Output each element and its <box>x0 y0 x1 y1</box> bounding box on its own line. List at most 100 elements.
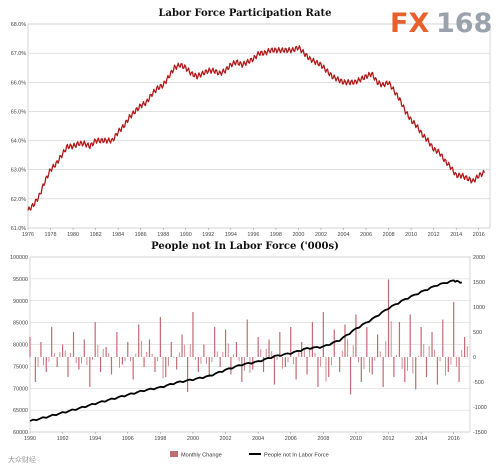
y-tick-label-left: 65000 <box>13 408 28 414</box>
x-tick-label: 1996 <box>122 436 134 442</box>
bar-monthly-change <box>295 357 297 380</box>
bar-monthly-change <box>203 344 205 357</box>
fx168-logo: FX 168 <box>390 8 492 39</box>
bar-monthly-change <box>453 302 455 357</box>
bar-monthly-change <box>371 357 373 375</box>
watermark-text: 大众财经 <box>8 455 36 464</box>
bar-monthly-change <box>29 337 31 357</box>
bar-monthly-change <box>358 357 360 363</box>
bar-monthly-change <box>162 357 164 379</box>
legend-label-not-in-labor-force: People not In Labor Force <box>264 453 329 459</box>
series-line-participation-rate <box>27 45 485 211</box>
bar-monthly-change <box>360 357 362 382</box>
bar-monthly-change <box>352 345 354 357</box>
bar-monthly-change <box>330 357 332 366</box>
panel-not-in-labor-force: 60000 65000 70000 75000 80000 85000 90000 95000… <box>10 255 487 442</box>
x-tick-label: 2000 <box>292 232 304 238</box>
bar-monthly-change <box>48 357 50 362</box>
y-tick-label-right: -1500 <box>473 430 487 436</box>
x-tick-label: 2002 <box>220 436 232 442</box>
bar-monthly-change <box>276 357 278 360</box>
bar-monthly-change <box>317 357 319 387</box>
bar-monthly-change <box>458 357 460 382</box>
bar-monthly-change <box>306 357 308 375</box>
bar-monthly-change <box>328 357 330 377</box>
bar-monthly-change <box>67 357 69 377</box>
x-tick-label: 2012 <box>383 436 395 442</box>
bar-monthly-change <box>124 357 126 362</box>
bar-monthly-change <box>434 349 436 357</box>
bar-monthly-change <box>322 312 324 357</box>
bar-monthly-change <box>83 339 85 357</box>
bar-monthly-change <box>366 327 368 357</box>
bar-monthly-change <box>227 343 229 357</box>
x-tick-label: 1998 <box>154 436 166 442</box>
y-tick-label: 65.0% <box>11 109 26 115</box>
x-tick-label: 1998 <box>270 232 282 238</box>
bar-monthly-change <box>94 322 96 357</box>
bar-monthly-change <box>178 352 180 357</box>
x-tick-label: 1990 <box>24 436 36 442</box>
x-tick-label: 1988 <box>157 232 169 238</box>
bar-monthly-change <box>159 317 161 357</box>
bar-monthly-change <box>442 319 444 357</box>
x-tick-label: 2014 <box>450 232 462 238</box>
bar-monthly-change <box>132 357 134 380</box>
bar-monthly-change <box>89 357 91 387</box>
bar-monthly-change <box>447 357 449 372</box>
bar-monthly-change <box>298 352 300 357</box>
bar-monthly-change <box>464 337 466 357</box>
y-tick-label-right: 500 <box>473 330 482 336</box>
bar-monthly-change <box>333 329 335 357</box>
bar-monthly-change <box>143 357 145 367</box>
bar-monthly-change <box>59 352 61 357</box>
x-tick-label: 1978 <box>45 232 57 238</box>
bar-monthly-change <box>176 357 178 370</box>
y-tick-label: 64.0% <box>11 139 26 145</box>
y-tick-label-right: 2000 <box>473 255 485 261</box>
x-tick-label: 2016 <box>473 232 485 238</box>
bar-monthly-change <box>385 341 387 357</box>
bar-monthly-change <box>262 357 265 372</box>
bar-monthly-change <box>320 357 322 367</box>
bar-monthly-change <box>102 348 104 357</box>
bar-monthly-change <box>238 357 240 362</box>
bar-monthly-change <box>404 357 406 382</box>
bar-monthly-change <box>379 351 381 357</box>
x-tick-label: 1976 <box>22 232 34 238</box>
bar-monthly-change <box>396 355 397 357</box>
bar-monthly-change <box>127 342 129 357</box>
y-tick-label: 63.0% <box>11 168 26 174</box>
x-tick-label: 2010 <box>350 436 362 442</box>
bar-monthly-change <box>214 327 216 357</box>
x-tick-label: 2010 <box>405 232 417 238</box>
x-tick-label: 2006 <box>285 436 297 442</box>
x-tick-label: 2000 <box>187 436 199 442</box>
y-tick-label-right: -500 <box>473 380 484 386</box>
x-tick-label: 1992 <box>57 436 69 442</box>
bar-monthly-change <box>249 357 251 374</box>
bar-monthly-change <box>224 329 227 357</box>
bar-monthly-change <box>116 332 118 357</box>
bar-monthly-change <box>314 352 316 357</box>
x-tick-label: 1994 <box>225 232 237 238</box>
bar-monthly-change <box>257 337 259 357</box>
chart-title-participation: Labor Force Participation Rate <box>159 8 332 19</box>
legend-swatch-monthly-change <box>170 451 178 457</box>
bar-monthly-change <box>173 357 175 358</box>
bar-monthly-change <box>409 314 411 357</box>
bar-monthly-change <box>99 357 102 372</box>
bar-monthly-change <box>363 357 365 370</box>
bar-monthly-change <box>64 350 66 357</box>
bar-monthly-change <box>271 351 273 357</box>
y-tick-label-left: 90000 <box>13 299 28 305</box>
bar-monthly-change <box>339 357 341 372</box>
bar-monthly-change <box>146 351 148 357</box>
bar-monthly-change <box>34 357 36 382</box>
bar-monthly-change <box>284 357 286 367</box>
bar-monthly-change <box>311 322 314 357</box>
bar-monthly-change <box>197 357 199 372</box>
bar-monthly-change <box>208 357 210 377</box>
x-tick-label: 2012 <box>428 232 440 238</box>
